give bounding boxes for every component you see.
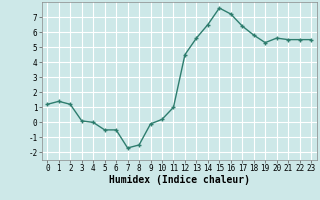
X-axis label: Humidex (Indice chaleur): Humidex (Indice chaleur): [109, 175, 250, 185]
